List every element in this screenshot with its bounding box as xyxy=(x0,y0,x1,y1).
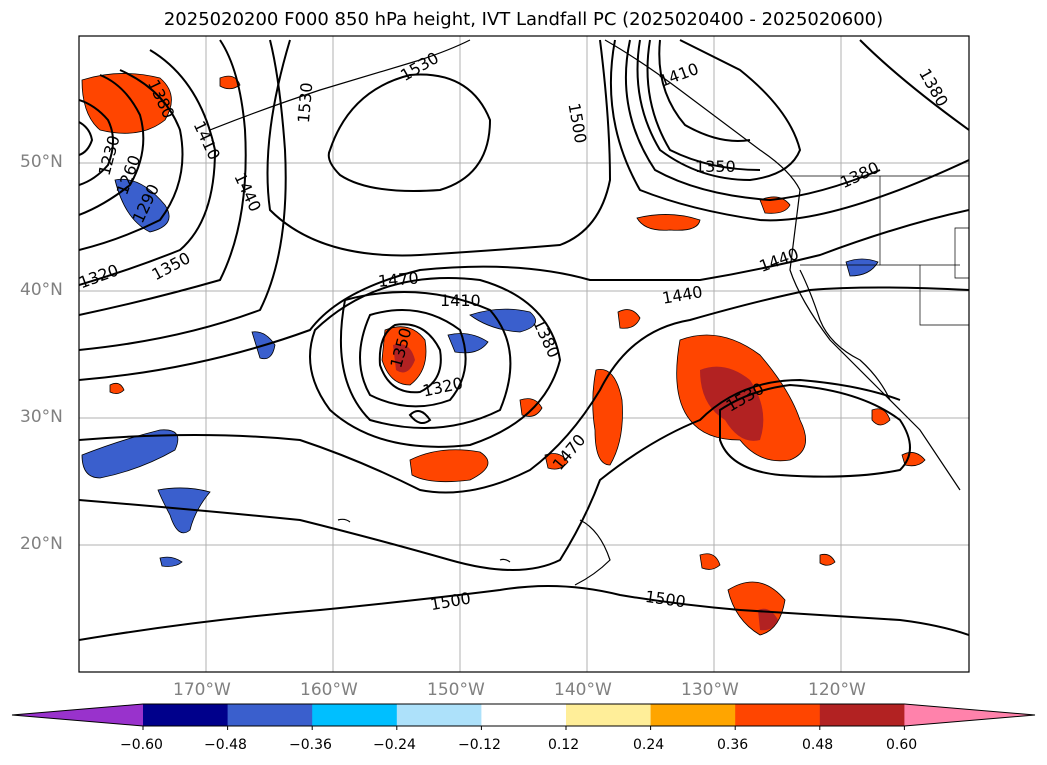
contour-label: 1440 xyxy=(757,244,802,276)
contour-label: 1410 xyxy=(440,291,481,310)
colorbar-tick-label: 0.36 xyxy=(717,737,749,753)
lat-label: 20°N xyxy=(20,534,63,554)
colorbar-segment xyxy=(819,704,905,726)
lat-label: 30°N xyxy=(20,407,63,427)
contour-label: 1320 xyxy=(76,260,121,292)
contour-label: 1410 xyxy=(190,118,224,163)
contour-label: 1500 xyxy=(564,101,590,144)
colorbar-segment xyxy=(566,704,652,726)
lon-label: 170°W xyxy=(173,680,231,700)
colorbar-extend-high xyxy=(904,704,1035,726)
colorbar-tick-label: −0.24 xyxy=(373,737,416,753)
contour-label: 1320 xyxy=(421,373,465,400)
colorbar-segment xyxy=(396,704,482,726)
contour-label: 1380 xyxy=(529,316,563,361)
height-contours xyxy=(79,39,969,641)
colorbar-segment xyxy=(650,704,736,726)
borders xyxy=(790,175,969,326)
map-title: 2025020200 F000 850 hPa height, IVT Land… xyxy=(163,9,884,30)
colorbar-segment xyxy=(143,704,229,726)
contour-label: 1440 xyxy=(230,170,264,215)
contour-label: 1440 xyxy=(661,282,704,308)
colorbar-tick-label: −0.36 xyxy=(289,737,332,753)
coastlines xyxy=(209,39,961,586)
lon-label: 140°W xyxy=(554,680,612,700)
contour-label: 1500 xyxy=(429,588,472,614)
colorbar-tick-label: 0.60 xyxy=(886,737,918,753)
contour-label: 1530 xyxy=(397,48,442,85)
contour-label: 1410 xyxy=(656,59,701,91)
colorbar-segment xyxy=(312,704,398,726)
lon-label: 120°W xyxy=(808,680,866,700)
colorbar-tick-label: −0.60 xyxy=(120,737,163,753)
lat-label: 50°N xyxy=(20,152,63,172)
colorbar-segment xyxy=(735,704,821,726)
lon-label: 150°W xyxy=(427,680,485,700)
colorbar-segment xyxy=(481,704,567,726)
colorbar xyxy=(11,703,1036,730)
colorbar-tick-label: 0.24 xyxy=(633,737,665,753)
contour-label: 1470 xyxy=(377,268,419,290)
colorbar-extend-low xyxy=(12,704,143,726)
colorbar-tick-label: −0.12 xyxy=(458,737,501,753)
lat-label: 40°N xyxy=(20,280,63,300)
map-frame xyxy=(78,35,970,673)
lon-label: 160°W xyxy=(300,680,358,700)
contour-label: 1380 xyxy=(915,65,952,110)
colorbar-tick-label: 0.48 xyxy=(802,737,834,753)
contour-label: 1470 xyxy=(549,430,590,473)
contour-label: 1350 xyxy=(695,157,736,176)
contour-label: 1500 xyxy=(644,587,687,611)
colorbar-tick-label: −0.48 xyxy=(204,737,247,753)
lon-label: 130°W xyxy=(681,680,739,700)
colorbar-tick-label: 0.12 xyxy=(548,737,580,753)
colorbar-segment xyxy=(227,704,313,726)
contour-label: 1530 xyxy=(294,82,316,124)
